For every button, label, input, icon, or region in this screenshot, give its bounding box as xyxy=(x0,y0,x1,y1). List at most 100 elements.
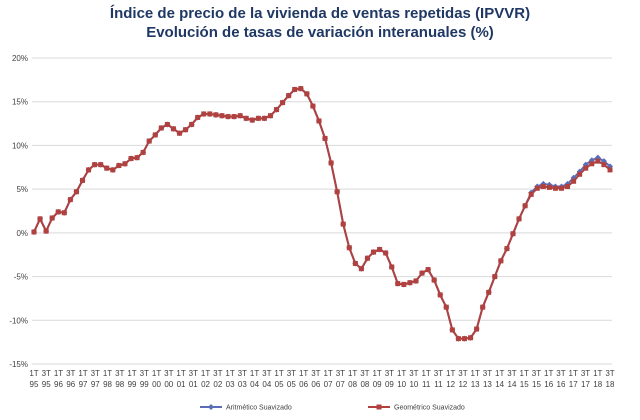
series-2 xyxy=(31,86,613,342)
chart-title-block: Índice de precio de la vivienda de venta… xyxy=(0,4,640,42)
data-point xyxy=(383,250,389,256)
data-point xyxy=(31,229,37,235)
x-tick-quarter: 1T xyxy=(78,369,87,378)
x-tick-quarter: 3T xyxy=(115,369,124,378)
data-point xyxy=(492,274,498,280)
data-point xyxy=(589,161,595,167)
x-tick-quarter: 3T xyxy=(507,369,516,378)
data-point xyxy=(425,267,431,273)
x-tick-quarter: 3T xyxy=(287,369,296,378)
legend-marker xyxy=(208,404,214,410)
x-tick-year: 95 xyxy=(42,380,51,389)
x-tick-quarter: 1T xyxy=(201,369,210,378)
data-point xyxy=(152,132,158,138)
x-tick-quarter: 3T xyxy=(458,369,467,378)
x-tick-quarter: 1T xyxy=(176,369,185,378)
x-tick-quarter: 1T xyxy=(397,369,406,378)
data-point xyxy=(607,167,613,173)
data-point xyxy=(449,327,455,333)
data-point xyxy=(528,191,534,197)
x-tick-quarter: 3T xyxy=(605,369,614,378)
x-tick-quarter: 1T xyxy=(323,369,332,378)
data-point xyxy=(67,197,73,203)
data-point xyxy=(249,117,255,123)
data-point xyxy=(195,114,201,120)
data-point xyxy=(128,156,134,162)
x-tick-quarter: 1T xyxy=(29,369,38,378)
data-point xyxy=(546,184,552,190)
data-point xyxy=(164,121,170,127)
x-tick-year: 08 xyxy=(360,380,369,389)
series-group xyxy=(31,85,613,342)
data-point xyxy=(243,115,249,121)
x-tick-year: 08 xyxy=(348,380,357,389)
x-tick-year: 01 xyxy=(189,380,198,389)
x-tick-quarter: 1T xyxy=(274,369,283,378)
x-tick-quarter: 1T xyxy=(152,369,161,378)
data-point xyxy=(61,210,67,216)
x-tick-quarter: 1T xyxy=(446,369,455,378)
data-point xyxy=(455,336,461,342)
x-tick-quarter: 3T xyxy=(262,369,271,378)
data-point xyxy=(116,163,122,169)
data-point xyxy=(371,249,377,255)
x-tick-quarter: 3T xyxy=(213,369,222,378)
data-point xyxy=(86,167,92,173)
data-point xyxy=(358,266,364,272)
data-point xyxy=(486,289,492,295)
data-point xyxy=(565,184,571,190)
data-point xyxy=(110,167,116,173)
data-point xyxy=(274,107,280,113)
data-point xyxy=(170,126,176,132)
x-tick-year: 12 xyxy=(458,380,467,389)
data-point xyxy=(346,245,352,251)
data-point xyxy=(73,189,79,195)
data-point xyxy=(437,292,443,298)
x-tick-quarter: 1T xyxy=(54,369,63,378)
x-tick-quarter: 1T xyxy=(520,369,529,378)
x-tick-year: 06 xyxy=(311,380,320,389)
y-tick-label: 15% xyxy=(12,98,28,107)
x-tick-year: 00 xyxy=(152,380,161,389)
data-point xyxy=(461,336,467,342)
x-tick-year: 09 xyxy=(373,380,382,389)
y-tick-label: -10% xyxy=(9,316,28,325)
data-point xyxy=(213,112,219,118)
x-tick-quarter: 3T xyxy=(311,369,320,378)
y-tick-label: -5% xyxy=(14,273,28,282)
data-point xyxy=(516,216,522,222)
x-tick-quarter: 3T xyxy=(238,369,247,378)
x-tick-quarter: 3T xyxy=(581,369,590,378)
x-tick-year: 07 xyxy=(324,380,333,389)
data-point xyxy=(80,177,86,183)
x-tick-quarter: 1T xyxy=(471,369,480,378)
data-point xyxy=(522,203,528,209)
data-point xyxy=(37,216,43,222)
data-point xyxy=(322,135,328,141)
data-point xyxy=(98,162,104,168)
gridlines xyxy=(32,57,612,365)
data-point xyxy=(146,138,152,144)
x-tick-year: 17 xyxy=(569,380,578,389)
x-tick-year: 11 xyxy=(422,380,431,389)
data-point xyxy=(377,246,383,252)
x-tick-year: 98 xyxy=(103,380,112,389)
x-tick-year: 09 xyxy=(385,380,394,389)
data-point xyxy=(534,185,540,191)
data-point xyxy=(267,113,273,119)
x-tick-quarter: 1T xyxy=(544,369,553,378)
x-tick-quarter: 1T xyxy=(372,369,381,378)
data-point xyxy=(498,258,504,264)
x-tick-quarter: 3T xyxy=(66,369,75,378)
x-tick-quarter: 3T xyxy=(532,369,541,378)
x-tick-year: 97 xyxy=(91,380,100,389)
x-tick-year: 00 xyxy=(164,380,173,389)
y-tick-label: 10% xyxy=(12,141,28,150)
data-point xyxy=(601,162,607,168)
data-point xyxy=(480,304,486,310)
data-point xyxy=(207,111,213,117)
data-point xyxy=(413,278,419,284)
data-point xyxy=(334,189,340,195)
legend: Aritmético Suavizado Geométrico Suavizado xyxy=(200,404,465,412)
